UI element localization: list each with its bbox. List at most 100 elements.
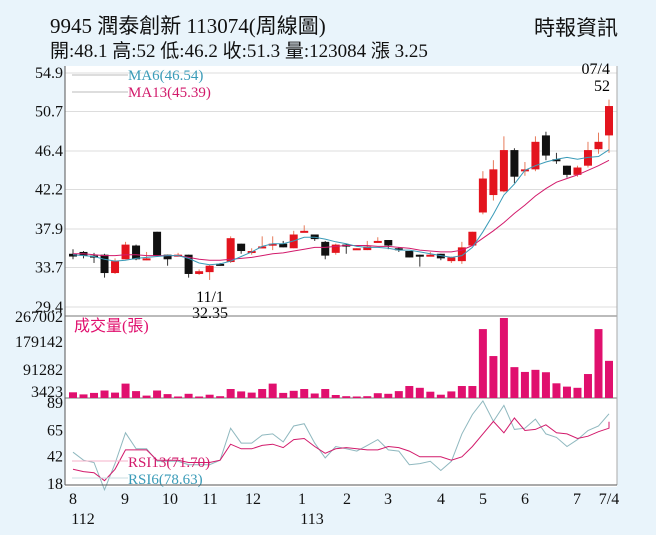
volume-bar	[142, 395, 151, 398]
x-tick-label: 7	[573, 491, 581, 508]
chart-title: 9945 潤泰創新 113074(周線圖)	[50, 14, 326, 38]
volume-tick-label: 267002	[15, 309, 63, 326]
y-tick-label: 54.9	[35, 65, 63, 82]
volume-bar	[583, 374, 592, 398]
low-value-label: 32.35	[192, 305, 228, 322]
volume-bar	[174, 396, 183, 398]
volume-bar	[289, 390, 298, 398]
high-value-label: 52	[594, 78, 610, 95]
x-tick-label: 5	[479, 491, 487, 508]
legend-rsi13: RSI13(71.70)	[128, 455, 210, 471]
volume-bar	[562, 386, 571, 398]
candle-up	[205, 265, 214, 273]
volume-bar	[79, 394, 88, 398]
y-tick-label: 50.7	[35, 104, 63, 121]
candle-up	[531, 141, 540, 170]
candle-up	[352, 248, 361, 251]
volume-tick-label: 91282	[23, 362, 63, 379]
volume-bar	[163, 394, 172, 398]
volume-bar	[373, 393, 382, 398]
candle-up	[468, 231, 477, 246]
candle-down	[510, 150, 519, 177]
candle-down	[216, 263, 225, 266]
x-tick-label: 8	[69, 491, 77, 508]
volume-bar	[489, 356, 498, 398]
candle-down	[132, 245, 141, 260]
brand-label: 時報資訊	[534, 16, 618, 40]
volume-bar	[205, 394, 214, 398]
x-tick-label: 9	[121, 491, 129, 508]
volume-bar	[426, 391, 435, 398]
legend-ma13: MA13(45.39)	[128, 85, 211, 101]
x-tick-label: 6	[521, 491, 529, 508]
volume-bar	[415, 387, 424, 398]
volume-bar	[573, 387, 582, 398]
volume-bar	[132, 391, 141, 398]
x-tick-label: 12	[245, 491, 261, 508]
candle-up	[268, 243, 277, 246]
x-tick-label: 4	[437, 491, 445, 508]
volume-bar	[384, 393, 393, 398]
x-tick-label: 7/4	[599, 491, 619, 508]
candle-up	[226, 238, 235, 263]
volume-title: 成交量(張)	[74, 317, 149, 335]
volume-bar	[363, 396, 372, 398]
rsi6-line	[72, 399, 610, 492]
candle-down	[415, 254, 424, 257]
candle-down	[384, 240, 393, 246]
volume-tick-label: 3423	[31, 384, 63, 401]
volume-bar	[352, 396, 361, 398]
volume-bar	[184, 393, 193, 398]
volume-tick-label: 179142	[15, 334, 63, 351]
candle-up	[489, 169, 498, 196]
volume-bar	[237, 391, 246, 398]
x-tick-label: 3	[384, 491, 392, 508]
volume-bar	[111, 392, 120, 398]
candle-up	[195, 271, 204, 274]
y-tick-label: 33.7	[35, 260, 63, 277]
volume-bar	[279, 392, 288, 398]
rsi-tick-label: 42	[47, 449, 63, 466]
volume-bar	[331, 395, 340, 398]
quote-summary: 開:48.1 高:52 低:46.2 收:51.3 量:123084 漲 3.2…	[50, 41, 428, 62]
volume-bar	[247, 392, 256, 398]
volume-bar	[510, 367, 519, 398]
volume-bar	[499, 318, 508, 398]
rsi13-line	[72, 417, 610, 482]
volume-bar	[405, 386, 414, 398]
volume-bar	[342, 396, 351, 398]
candle-down	[394, 248, 403, 251]
volume-bar	[321, 389, 330, 398]
volume-bar	[153, 390, 162, 398]
candle-up	[499, 150, 508, 192]
candle-up	[331, 244, 340, 253]
candle-up	[605, 106, 613, 136]
ma6-line	[72, 149, 610, 266]
volume-bar	[531, 369, 540, 398]
y-tick-label: 37.9	[35, 221, 63, 238]
volume-bar	[457, 386, 466, 398]
y-tick-label: 46.4	[35, 143, 63, 160]
candle-down	[279, 243, 288, 248]
high-date-label: 07/4	[582, 61, 610, 78]
candle-up	[426, 254, 435, 257]
volume-bar	[121, 383, 130, 398]
candle-up	[300, 230, 309, 233]
candle-down	[541, 135, 550, 156]
candle-down	[321, 241, 330, 256]
candle-down	[184, 254, 193, 274]
x-tick-label: 10	[162, 491, 178, 508]
volume-bar	[300, 389, 309, 398]
volume-bar	[195, 396, 204, 398]
candle-down	[153, 231, 162, 256]
candle-down	[562, 165, 571, 175]
volume-bar	[268, 383, 277, 398]
volume-bar	[520, 371, 529, 398]
candle-up	[121, 244, 130, 260]
volume-bar	[478, 329, 487, 398]
y-tick-label: 29.4	[35, 299, 63, 316]
candle-down	[552, 159, 561, 162]
legend-rsi6: RSI6(78.63)	[128, 472, 203, 488]
low-date-label: 11/1	[196, 289, 224, 306]
